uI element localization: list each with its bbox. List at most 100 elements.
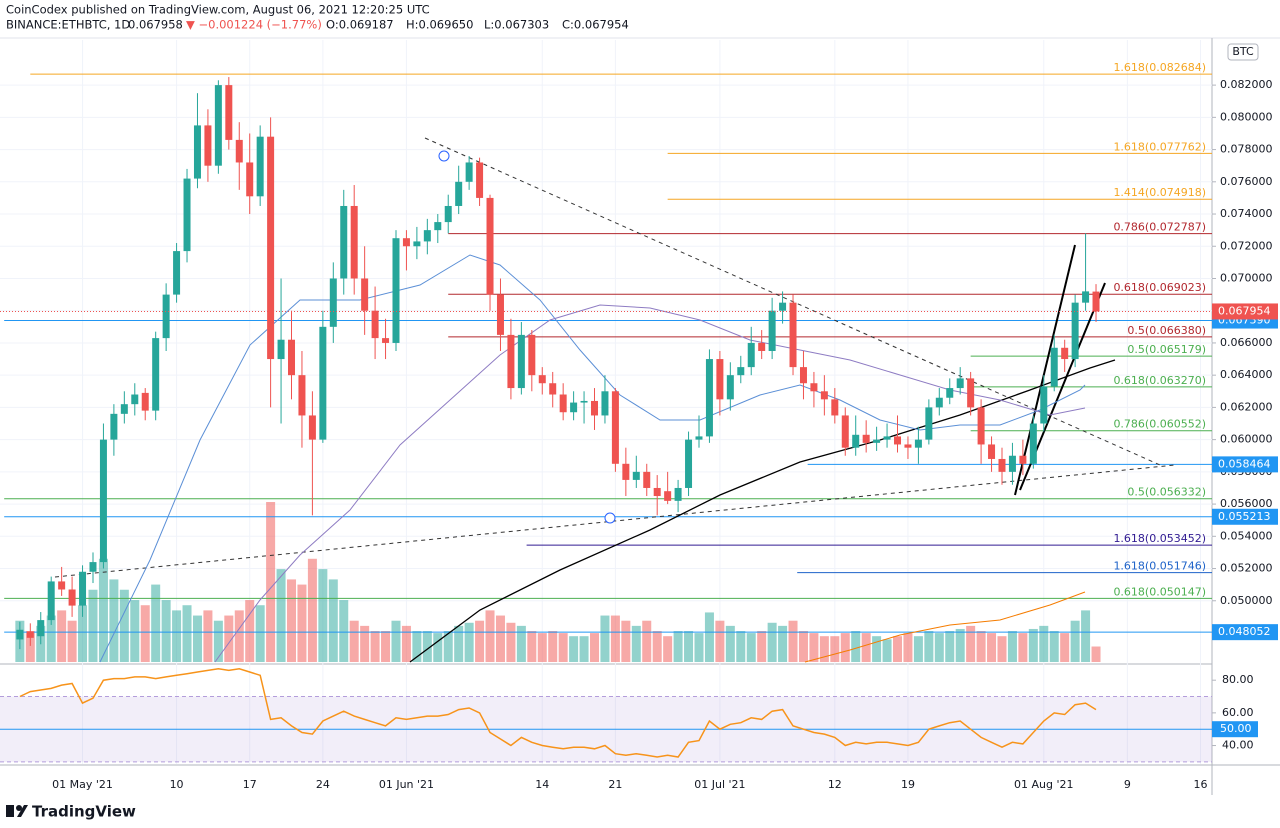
- candle-body: [705, 359, 713, 437]
- volume-bar: [391, 620, 401, 662]
- volume-bar: [349, 620, 359, 662]
- candle-body: [591, 400, 599, 416]
- candle-body: [434, 222, 442, 231]
- candle-body: [1050, 347, 1058, 387]
- volume-bar: [767, 622, 777, 662]
- volume-bar: [234, 610, 244, 662]
- candle-body: [288, 339, 296, 376]
- candle-body: [946, 388, 954, 398]
- fib-label: 0.618(0.063270): [1113, 374, 1206, 387]
- volume-bar: [725, 625, 735, 662]
- y-tick-label: 0.080000: [1220, 110, 1273, 123]
- candle-body: [110, 413, 118, 440]
- candle-body: [977, 407, 985, 445]
- candle-body: [914, 439, 922, 448]
- price-badge-label: 0.058464: [1218, 457, 1271, 470]
- volume-bar: [778, 625, 788, 662]
- volume-bar: [537, 633, 547, 662]
- candle-body: [340, 205, 348, 279]
- change: ▼ −0.001224 (−1.77%): [186, 18, 322, 32]
- volume-bar: [224, 615, 234, 662]
- candle-body: [956, 378, 964, 389]
- candle-body: [716, 359, 724, 400]
- price-badge: [1212, 456, 1278, 473]
- y-tick-label: 0.052000: [1220, 562, 1273, 575]
- volume-bar: [182, 605, 192, 662]
- volume-bar: [1060, 633, 1070, 662]
- candle-body: [894, 436, 902, 445]
- volume-bar: [287, 579, 297, 662]
- volume-bar: [684, 631, 694, 662]
- volume-bar: [1028, 628, 1038, 662]
- volume-bar: [297, 584, 307, 662]
- candle-body: [685, 439, 693, 488]
- candle-body: [737, 367, 745, 376]
- volume-bar: [694, 633, 704, 662]
- candle-body: [246, 162, 254, 197]
- candle-body: [538, 375, 546, 384]
- candle-body: [528, 334, 536, 376]
- candle-body: [1082, 291, 1090, 303]
- candle-body: [455, 181, 463, 206]
- candle-body: [570, 402, 578, 413]
- price-badge-label: 0.048052: [1218, 625, 1271, 638]
- volume-average: [804, 591, 1086, 663]
- volume-bar: [976, 631, 986, 662]
- candle-body: [298, 375, 306, 416]
- candle-body: [643, 471, 651, 488]
- volume-bar: [882, 639, 892, 662]
- y-tick-label: 0.050000: [1220, 594, 1273, 607]
- fib-label: 0.618(0.050147): [1113, 585, 1206, 598]
- candle-body: [559, 394, 567, 413]
- fib-label: 0.786(0.072787): [1113, 221, 1206, 234]
- price-badge-label: 0.055213: [1218, 510, 1271, 523]
- y-tick-label: 0.078000: [1220, 143, 1273, 156]
- volume-bar: [370, 631, 380, 662]
- volume-bar: [339, 600, 349, 662]
- x-tick-label: 9: [1124, 778, 1131, 791]
- volume-bar: [203, 610, 213, 662]
- volume-bar: [276, 569, 286, 662]
- volume-bar: [548, 631, 558, 662]
- last-price-badge: [1212, 303, 1278, 320]
- rsi-tick-label: 60.00: [1222, 706, 1254, 719]
- volume-bar: [172, 610, 182, 662]
- ohlc-low: L:0.067303: [484, 18, 549, 32]
- x-tick-label: 24: [316, 778, 330, 791]
- candle-body: [371, 310, 379, 339]
- fib-label: 1.618(0.082684): [1113, 61, 1206, 74]
- candle-body: [758, 342, 766, 351]
- volume-bar: [736, 631, 746, 662]
- volume-bar: [307, 558, 317, 662]
- rsi-level-label: 50.00: [1220, 722, 1252, 735]
- volume-bar: [495, 615, 505, 662]
- x-tick-label: 01 Aug '21: [1014, 778, 1074, 791]
- volume-bar: [401, 625, 411, 662]
- rsi-tick-label: 40.00: [1222, 739, 1254, 752]
- volume-bar: [934, 633, 944, 662]
- volume-bar: [360, 625, 370, 662]
- candle-body: [402, 238, 410, 247]
- fib-label: 0.5(0.065179): [1127, 343, 1206, 356]
- ohlc-high: H:0.069650: [406, 18, 473, 32]
- volume-bar: [903, 633, 913, 662]
- candle-body: [873, 439, 881, 443]
- volume-bar: [25, 631, 35, 662]
- candle-body: [225, 85, 233, 140]
- candle-body: [601, 391, 609, 416]
- volume-bar: [1081, 610, 1091, 662]
- volume-bar: [381, 631, 391, 662]
- candle-body: [810, 383, 818, 392]
- volume-bar: [579, 636, 589, 662]
- moving-average: [99, 254, 1086, 663]
- candle-body: [152, 338, 160, 411]
- candle-body: [998, 458, 1006, 472]
- candle-body: [120, 404, 128, 414]
- y-tick-label: 0.072000: [1220, 239, 1273, 252]
- candle-body: [988, 444, 996, 459]
- volume-bar: [861, 633, 871, 662]
- ohlc-close: C:0.067954: [562, 18, 629, 32]
- volume-bar: [809, 633, 819, 662]
